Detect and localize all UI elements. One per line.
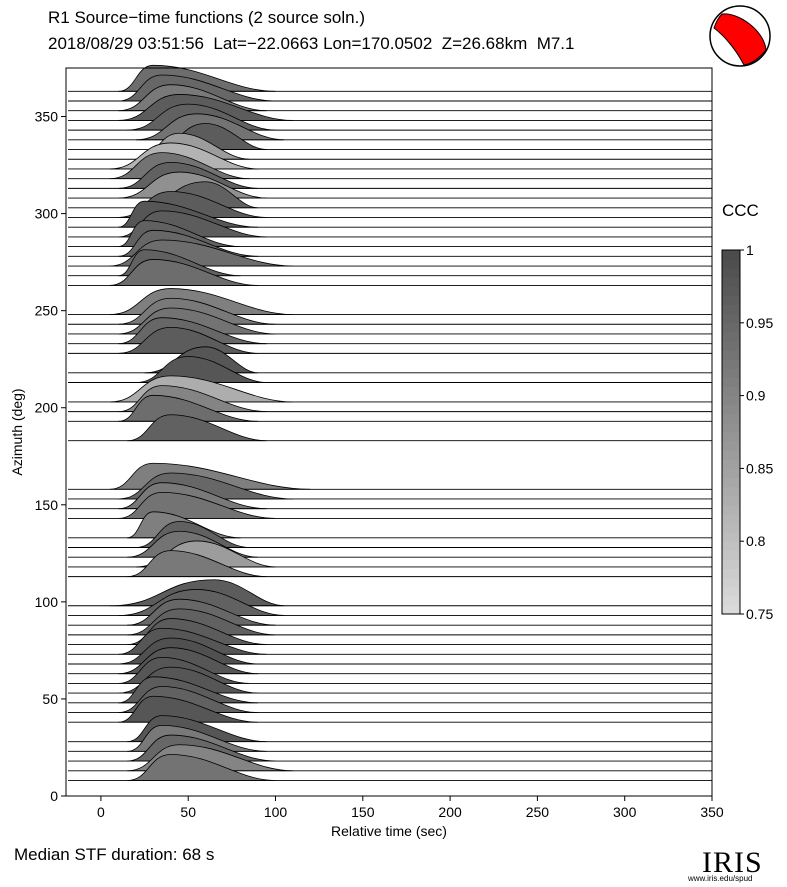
- colorbar-tick-label: 0.75: [746, 606, 773, 622]
- colorbar-tick-label: 1: [746, 242, 754, 258]
- colorbar-swatch: [722, 523, 740, 533]
- colorbar-swatch: [722, 504, 740, 515]
- colorbar-swatch: [722, 313, 740, 324]
- colorbar-swatch: [722, 404, 740, 415]
- colorbar-swatch: [722, 486, 740, 497]
- y-tick-label: 0: [50, 788, 58, 804]
- trace-group: [68, 64, 712, 781]
- colorbar-tick-label: 0.8: [746, 533, 766, 549]
- x-tick-label: 300: [613, 804, 637, 820]
- y-tick-label: 250: [35, 303, 59, 319]
- colorbar-swatch: [722, 286, 740, 296]
- colorbar-label: CCC: [722, 201, 759, 220]
- iris-logo-url: www.iris.edu/spud: [688, 874, 753, 883]
- stf-trace: [127, 414, 267, 442]
- colorbar-tick-label: 0.95: [746, 315, 773, 331]
- colorbar-swatch: [722, 459, 740, 469]
- stf-trace: [109, 259, 259, 286]
- y-tick-label: 100: [35, 594, 59, 610]
- colorbar-swatch: [722, 595, 740, 606]
- chart-title: R1 Source−time functions (2 source soln.…: [48, 8, 366, 27]
- colorbar-swatch: [722, 604, 740, 615]
- colorbar-swatch: [722, 250, 740, 260]
- colorbar-swatch: [722, 577, 740, 588]
- stf-trace: [118, 695, 259, 723]
- colorbar: 1 0.95 0.9 0.85 0.8 0.75: [721, 242, 773, 622]
- colorbar-swatch: [722, 586, 740, 597]
- stf-trace: [118, 326, 259, 354]
- y-tick-label: 350: [35, 109, 59, 125]
- colorbar-frame: [721, 249, 741, 615]
- colorbar-swatch: [722, 386, 740, 397]
- stf-trace: [127, 754, 276, 781]
- colorbar-swatch: [722, 322, 740, 333]
- colorbar-tick-label: 0.85: [746, 460, 773, 476]
- colorbar-swatch: [722, 341, 740, 351]
- x-tick-label: 100: [264, 804, 288, 820]
- colorbar-swatch: [722, 450, 740, 460]
- x-tick-label: 150: [351, 804, 375, 820]
- plot-frame: [65, 67, 713, 797]
- colorbar-swatch: [722, 568, 740, 579]
- colorbar-swatch: [722, 295, 740, 306]
- beachball-icon: [709, 5, 771, 67]
- colorbar-swatch: [722, 495, 740, 506]
- x-tick-label: 0: [97, 804, 105, 820]
- median-duration: Median STF duration: 68 s: [14, 845, 215, 864]
- colorbar-swatch: [722, 331, 740, 342]
- colorbar-swatch: [722, 541, 740, 551]
- colorbar-swatch: [722, 268, 740, 278]
- y-tick-label: 150: [35, 497, 59, 513]
- y-tick-label: 50: [42, 691, 58, 707]
- y-tick-label: 300: [35, 206, 59, 222]
- colorbar-swatch: [722, 377, 740, 387]
- x-tick-label: 50: [180, 804, 196, 820]
- iris-logo-mark: IRIS: [702, 846, 763, 879]
- colorbar-swatch: [722, 559, 740, 569]
- y-axis-label: Azimuth (deg): [9, 388, 25, 475]
- colorbar-swatch: [722, 368, 740, 378]
- colorbar-swatch: [722, 422, 740, 433]
- x-axis-ticks: 0 50 100 150 200 250 300 350: [97, 796, 724, 820]
- colorbar-swatch: [722, 550, 740, 560]
- x-tick-label: 350: [700, 804, 724, 820]
- colorbar-swatch: [722, 259, 740, 269]
- colorbar-tick-label: 0.9: [746, 388, 766, 404]
- stf-trace: [127, 550, 267, 578]
- event-info: 2018/08/29 03:51:56 Lat=−22.0663 Lon=170…: [48, 34, 575, 53]
- colorbar-swatch: [722, 477, 740, 488]
- x-tick-label: 250: [526, 804, 550, 820]
- iris-logo[interactable]: IRIS www.iris.edu/spud: [688, 830, 780, 886]
- x-axis-label: Relative time (sec): [331, 823, 447, 839]
- x-tick-label: 200: [438, 804, 462, 820]
- y-axis-ticks: 0 50 100 150 200 250 300 350: [35, 109, 66, 804]
- colorbar-swatch: [722, 304, 740, 315]
- y-tick-label: 200: [35, 400, 59, 416]
- colorbar-swatch: [722, 432, 740, 442]
- colorbar-swatch: [722, 277, 740, 287]
- colorbar-swatch: [722, 413, 740, 424]
- colorbar-swatch: [722, 359, 740, 369]
- colorbar-swatch: [722, 350, 740, 360]
- colorbar-swatch: [722, 532, 740, 542]
- colorbar-swatch: [722, 513, 740, 524]
- colorbar-swatch: [722, 395, 740, 406]
- colorbar-swatch: [722, 468, 740, 478]
- stf-trace: [118, 394, 259, 422]
- colorbar-swatch: [722, 441, 740, 451]
